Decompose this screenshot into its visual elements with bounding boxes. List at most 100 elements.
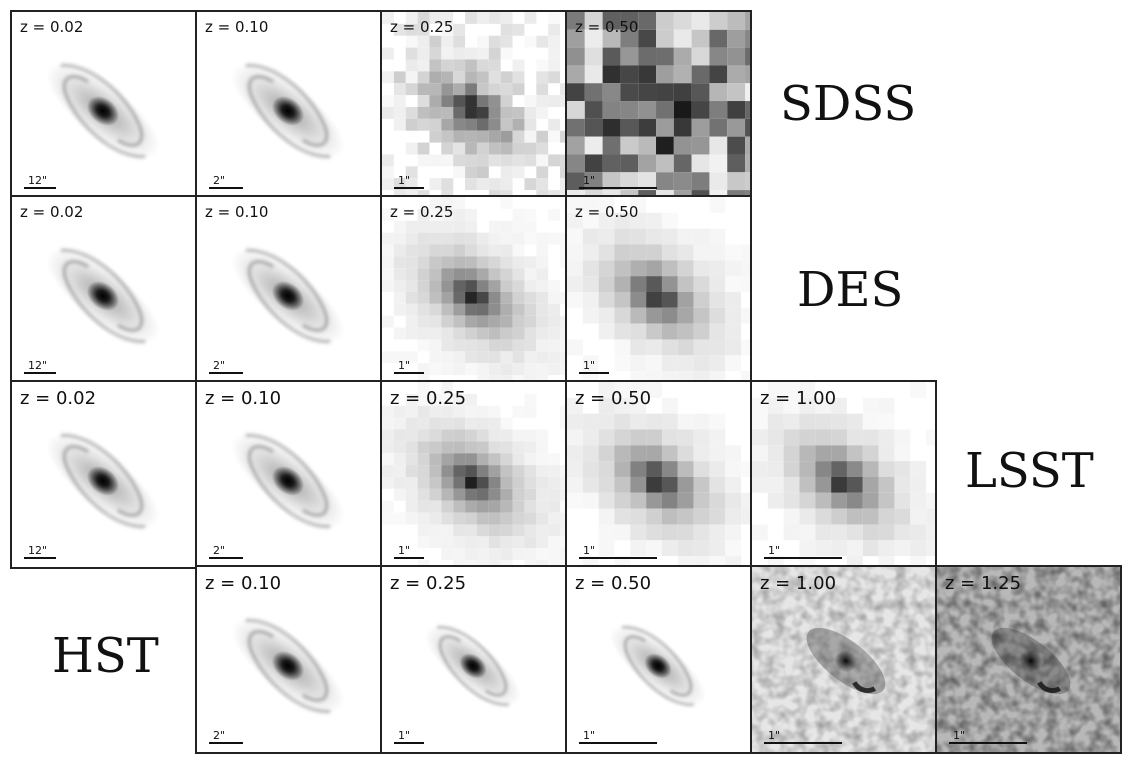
scale-bar-label: 2": [213, 359, 226, 372]
galaxy-image-panel: z = 0.25 1": [380, 380, 567, 569]
galaxy-image: [46, 433, 160, 529]
galaxy-image-panel: z = 0.50 1": [565, 195, 752, 384]
survey-label-sdss: SDSS: [780, 76, 917, 132]
redshift-label: z = 1.25: [945, 573, 1022, 594]
scale-bar-label: 1": [398, 174, 411, 187]
galaxy-image: [567, 197, 750, 382]
galaxy-image-panel: z = 0.02 12": [10, 380, 197, 569]
scale-bar-line: [209, 372, 243, 374]
redshift-label: z = 0.10: [205, 203, 269, 221]
galaxy-image-panel: z = 0.02 12": [10, 195, 197, 384]
scale-bar-line: [579, 742, 657, 744]
scale-bar-label: 1": [583, 359, 596, 372]
galaxy-image: [567, 382, 750, 567]
redshift-label: z = 0.50: [575, 18, 639, 36]
scale-bar-label: 12": [28, 174, 48, 187]
redshift-label: z = 0.50: [575, 573, 652, 594]
scale-bar: 1": [764, 545, 842, 559]
redshift-label: z = 0.25: [390, 388, 467, 409]
galaxy-image-panel: z = 0.10 2": [195, 10, 382, 199]
galaxy-image: [424, 625, 522, 707]
redshift-label: z = 0.02: [20, 388, 97, 409]
galaxy-image: [567, 12, 750, 197]
scale-bar-label: 1": [583, 544, 596, 557]
galaxy-image-panel: z = 0.50 1": [565, 380, 752, 569]
galaxy-image-panel: z = 0.10 2": [195, 380, 382, 569]
scale-bar: 1": [949, 730, 1027, 744]
galaxy-image: [937, 567, 1120, 752]
redshift-label: z = 0.10: [205, 18, 269, 36]
galaxy-image-panel: z = 0.50 1": [565, 565, 752, 754]
redshift-label: z = 0.25: [390, 203, 454, 221]
galaxy-image-panel: z = 1.00 1": [750, 380, 937, 569]
scale-bar: 2": [209, 545, 243, 559]
redshift-label: z = 0.02: [20, 203, 84, 221]
redshift-label: z = 0.25: [390, 573, 467, 594]
galaxy-image: [382, 197, 565, 382]
galaxy-image: [46, 248, 160, 344]
scale-bar-line: [24, 187, 56, 189]
scale-bar-label: 1": [583, 174, 596, 187]
survey-label-hst: HST: [52, 628, 159, 684]
galaxy-image-panel: z = 0.50 1": [565, 10, 752, 199]
scale-bar: 1": [764, 730, 842, 744]
redshift-label: z = 0.25: [390, 18, 454, 36]
galaxy-image: [46, 63, 160, 159]
scale-bar: 2": [209, 360, 243, 374]
scale-bar: 2": [209, 175, 243, 189]
scale-bar-line: [764, 742, 842, 744]
scale-bar-line: [209, 187, 243, 189]
scale-bar: 1": [394, 730, 424, 744]
scale-bar-line: [209, 742, 243, 744]
galaxy-image-panel: z = 0.25 1": [380, 565, 567, 754]
galaxy-image: [231, 248, 345, 344]
redshift-label: z = 0.10: [205, 388, 282, 409]
galaxy-image-panel: z = 0.02 12": [10, 10, 197, 199]
galaxy-image: [231, 433, 345, 529]
galaxy-image-panel: z = 0.25 1": [380, 10, 567, 199]
scale-bar: 12": [24, 175, 56, 189]
scale-bar-label: 12": [28, 359, 48, 372]
scale-bar-label: 1": [398, 544, 411, 557]
survey-label-des: DES: [797, 262, 904, 318]
redshift-label: z = 1.00: [760, 573, 837, 594]
galaxy-image-panel: z = 0.25 1": [380, 195, 567, 384]
scale-bar-line: [209, 557, 243, 559]
scale-bar-line: [24, 557, 56, 559]
scale-bar: 1": [579, 175, 657, 189]
scale-bar-line: [394, 557, 424, 559]
scale-bar: 1": [579, 360, 609, 374]
scale-bar: 1": [394, 545, 424, 559]
redshift-label: z = 1.00: [760, 388, 837, 409]
galaxy-image-panel: z = 0.10 2": [195, 565, 382, 754]
scale-bar-label: 2": [213, 544, 226, 557]
galaxy-image: [231, 618, 345, 714]
scale-bar-line: [24, 372, 56, 374]
scale-bar: 1": [394, 360, 424, 374]
galaxy-image-panel: z = 1.25 1": [935, 565, 1122, 754]
scale-bar: 12": [24, 545, 56, 559]
galaxy-image-panel: z = 0.10 2": [195, 195, 382, 384]
redshift-label: z = 0.02: [20, 18, 84, 36]
scale-bar-label: 1": [768, 729, 781, 742]
scale-bar: 2": [209, 730, 243, 744]
redshift-label: z = 0.10: [205, 573, 282, 594]
scale-bar-line: [579, 187, 657, 189]
redshift-label: z = 0.50: [575, 203, 639, 221]
galaxy-image: [752, 382, 935, 567]
scale-bar-line: [579, 557, 657, 559]
scale-bar-label: 1": [768, 544, 781, 557]
scale-bar-line: [394, 742, 424, 744]
scale-bar: 1": [394, 175, 424, 189]
galaxy-image: [382, 382, 565, 567]
survey-label-lsst: LSST: [965, 443, 1094, 499]
galaxy-image: [609, 625, 707, 707]
galaxy-image-panel: z = 1.00 1": [750, 565, 937, 754]
scale-bar-line: [579, 372, 609, 374]
galaxy-image: [382, 12, 565, 197]
scale-bar-line: [394, 187, 424, 189]
scale-bar-label: 12": [28, 544, 48, 557]
galaxy-image: [752, 567, 935, 752]
scale-bar: 12": [24, 360, 56, 374]
